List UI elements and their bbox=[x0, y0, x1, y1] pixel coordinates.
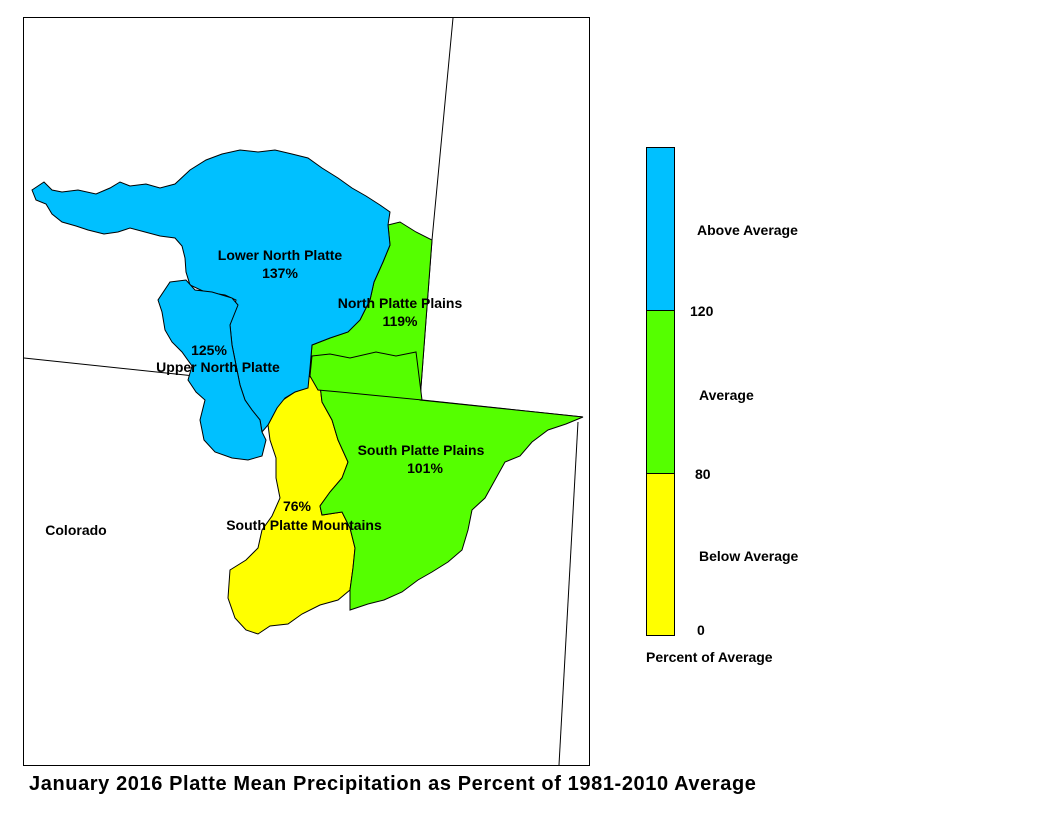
state-border-co-ne-east bbox=[558, 421, 579, 766]
basin-lower-north-platte[interactable] bbox=[31, 149, 391, 434]
legend-swatch-above bbox=[646, 147, 675, 311]
legend-label-average: Average bbox=[699, 387, 754, 403]
legend-break-80: 80 bbox=[695, 466, 711, 482]
state-border-wy-ne bbox=[431, 17, 454, 241]
legend-break-0: 0 bbox=[697, 622, 705, 638]
basin-south-platte-plains[interactable] bbox=[307, 354, 584, 611]
basin-value-south-platte-mountains: 76% bbox=[283, 498, 312, 514]
basin-name-lower-north-platte: Lower North Platte bbox=[218, 247, 343, 263]
legend-label-above: Above Average bbox=[697, 222, 798, 238]
legend-break-120: 120 bbox=[690, 303, 714, 319]
legend-swatch-average bbox=[646, 310, 675, 474]
legend-swatch-below bbox=[646, 473, 675, 636]
basin-value-north-platte-plains: 119% bbox=[382, 313, 418, 329]
legend-label-below: Below Average bbox=[699, 548, 799, 564]
basin-north-platte-plains-lower bbox=[309, 351, 423, 401]
basin-value-upper-north-platte: 125% bbox=[191, 342, 227, 358]
state-label-colorado: Colorado bbox=[45, 522, 106, 538]
basin-name-south-platte-plains: South Platte Plains bbox=[358, 442, 485, 458]
basin-name-north-platte-plains: North Platte Plains bbox=[338, 295, 463, 311]
legend-title: Percent of Average bbox=[646, 649, 773, 665]
legend: Above Average 120 Average 80 Below Avera… bbox=[646, 147, 799, 665]
map-title: January 2016 Platte Mean Precipitation a… bbox=[29, 773, 757, 795]
basin-name-upper-north-platte: Upper North Platte bbox=[156, 359, 280, 375]
basin-upper-north-platte[interactable] bbox=[157, 279, 267, 461]
basin-value-lower-north-platte: 137% bbox=[262, 265, 298, 281]
basin-value-south-platte-plains: 101% bbox=[407, 460, 443, 476]
basin-name-south-platte-mountains: South Platte Mountains bbox=[226, 517, 382, 533]
